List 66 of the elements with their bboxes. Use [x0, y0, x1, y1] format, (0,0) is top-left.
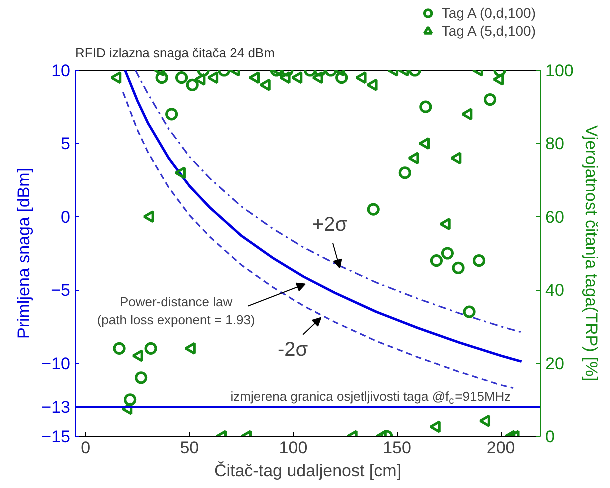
point	[356, 72, 367, 84]
point	[132, 350, 144, 362]
y2-tick-label: 40	[546, 281, 564, 300]
annotation: Power-distance law (path loss exponent = 1.93)	[97, 294, 256, 328]
y-axis-title: Primljena snaga [dBm]	[14, 168, 34, 340]
point	[291, 72, 303, 84]
x-tick-label: 0	[81, 438, 91, 458]
annotation: +2σ	[312, 214, 348, 236]
point	[408, 152, 420, 165]
y2-tick-label: 20	[546, 354, 564, 374]
point	[492, 73, 504, 86]
point	[398, 166, 412, 180]
y-tick-label: −10	[42, 354, 71, 374]
y-tick-label: 0	[61, 208, 71, 227]
point	[110, 72, 122, 84]
point	[440, 218, 451, 231]
point	[479, 414, 491, 428]
point	[186, 78, 199, 92]
legend-label: Tag A (5,d,100)	[442, 22, 536, 40]
point	[174, 166, 186, 180]
y2-tick-label: 80	[546, 134, 564, 154]
point	[144, 342, 158, 355]
point	[484, 93, 497, 106]
y-tick-label: −15	[42, 428, 71, 446]
y2-tick-label: 60	[546, 208, 564, 227]
text: RFID izlazna snaga čitača 24 dBm	[76, 46, 275, 60]
x-tick-label: 200	[486, 438, 516, 458]
point	[166, 108, 178, 121]
x-tick-label: 150	[383, 438, 412, 458]
point	[441, 247, 454, 260]
annotation: -2σ	[278, 338, 309, 361]
y-tick-label: 5	[61, 134, 71, 154]
point	[463, 306, 476, 318]
point	[194, 73, 206, 86]
point	[461, 108, 473, 121]
point	[135, 372, 148, 384]
point	[312, 72, 324, 84]
point	[143, 210, 154, 224]
point	[124, 394, 137, 406]
x-tick-label: 100	[279, 438, 308, 458]
y-tick-label: −13	[42, 398, 71, 418]
point	[336, 72, 348, 84]
x-axis-title: Čitač-tag udaljenost [cm]	[214, 462, 402, 480]
y2-tick-label: 100	[546, 62, 574, 80]
point	[472, 254, 486, 268]
point	[452, 262, 465, 274]
point	[366, 78, 378, 92]
y2-axis-title: Vjerojatnost čitanja taga(TRP) [%]	[582, 125, 601, 382]
point	[418, 137, 430, 150]
y-tick-label: 10	[52, 62, 71, 80]
x-tick-label: 50	[180, 438, 200, 458]
point	[430, 254, 444, 268]
point	[175, 72, 188, 84]
legend-label: Tag A (0,d,100)	[442, 4, 536, 22]
y-tick-label: −5	[51, 281, 71, 300]
point	[450, 152, 462, 165]
point	[156, 72, 168, 84]
point	[184, 342, 196, 355]
point	[430, 420, 441, 434]
point	[113, 342, 126, 355]
point	[248, 72, 260, 84]
point	[207, 72, 219, 84]
point	[260, 78, 271, 92]
point	[280, 72, 291, 84]
point	[367, 203, 380, 216]
point	[420, 100, 432, 114]
